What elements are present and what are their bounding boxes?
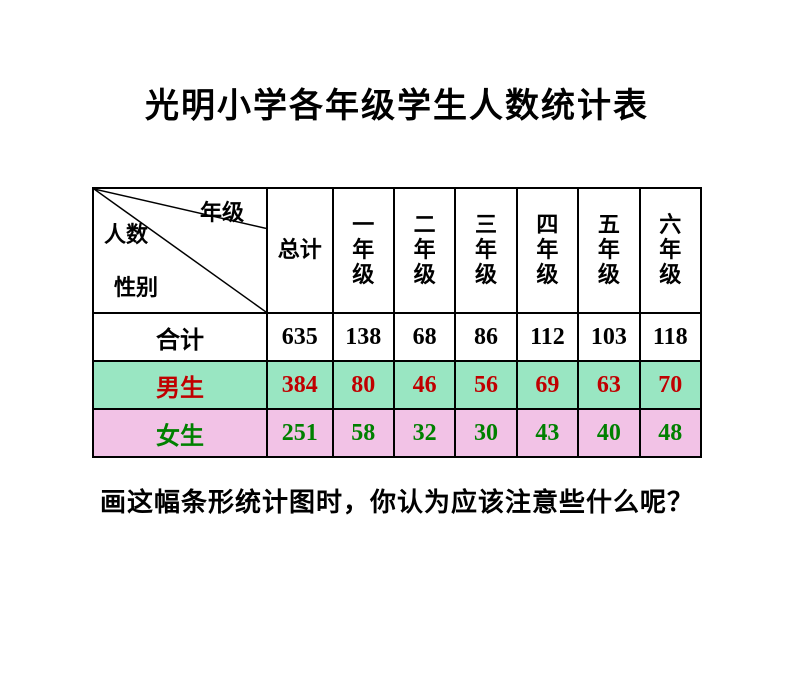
cell-total-6: 118: [640, 313, 701, 361]
row-female-label: 女生: [93, 409, 267, 457]
cell-female-4: 43: [517, 409, 578, 457]
col-header-g4: 四年级: [517, 188, 578, 313]
col-header-g5: 五年级: [578, 188, 639, 313]
row-female: 女生 251 58 32 30 43 40 48: [93, 409, 701, 457]
cell-total-3: 86: [455, 313, 516, 361]
corner-cell: 年级 人数 性别: [93, 188, 267, 313]
cell-male-1: 80: [333, 361, 394, 409]
footer-question: 画这幅条形统计图时，你认为应该注意些什么呢？: [0, 482, 794, 519]
col-header-g6: 六年级: [640, 188, 701, 313]
stats-table-container: 年级 人数 性别 总计 一年级 二年级 三年级 四年级 五年级 六年级 合计 6…: [92, 187, 702, 458]
col-header-g1: 一年级: [333, 188, 394, 313]
cell-female-0: 251: [267, 409, 333, 457]
header-row: 年级 人数 性别 总计 一年级 二年级 三年级 四年级 五年级 六年级: [93, 188, 701, 313]
cell-male-3: 56: [455, 361, 516, 409]
corner-label-grade: 年级: [200, 195, 244, 227]
row-male-label: 男生: [93, 361, 267, 409]
col-header-g2: 二年级: [394, 188, 455, 313]
corner-label-gender: 性别: [114, 270, 158, 302]
cell-total-1: 138: [333, 313, 394, 361]
col-header-total: 总计: [267, 188, 333, 313]
row-total-label: 合计: [93, 313, 267, 361]
page-title: 光明小学各年级学生人数统计表: [0, 78, 794, 127]
cell-male-2: 46: [394, 361, 455, 409]
cell-male-4: 69: [517, 361, 578, 409]
cell-female-1: 58: [333, 409, 394, 457]
cell-male-0: 384: [267, 361, 333, 409]
cell-female-2: 32: [394, 409, 455, 457]
row-total: 合计 635 138 68 86 112 103 118: [93, 313, 701, 361]
cell-male-6: 70: [640, 361, 701, 409]
cell-male-5: 63: [578, 361, 639, 409]
col-header-g3: 三年级: [455, 188, 516, 313]
cell-female-6: 48: [640, 409, 701, 457]
corner-label-count: 人数: [104, 217, 148, 249]
cell-total-2: 68: [394, 313, 455, 361]
cell-total-0: 635: [267, 313, 333, 361]
cell-total-5: 103: [578, 313, 639, 361]
cell-female-3: 30: [455, 409, 516, 457]
row-male: 男生 384 80 46 56 69 63 70: [93, 361, 701, 409]
cell-total-4: 112: [517, 313, 578, 361]
cell-female-5: 40: [578, 409, 639, 457]
stats-table: 年级 人数 性别 总计 一年级 二年级 三年级 四年级 五年级 六年级 合计 6…: [92, 187, 702, 458]
